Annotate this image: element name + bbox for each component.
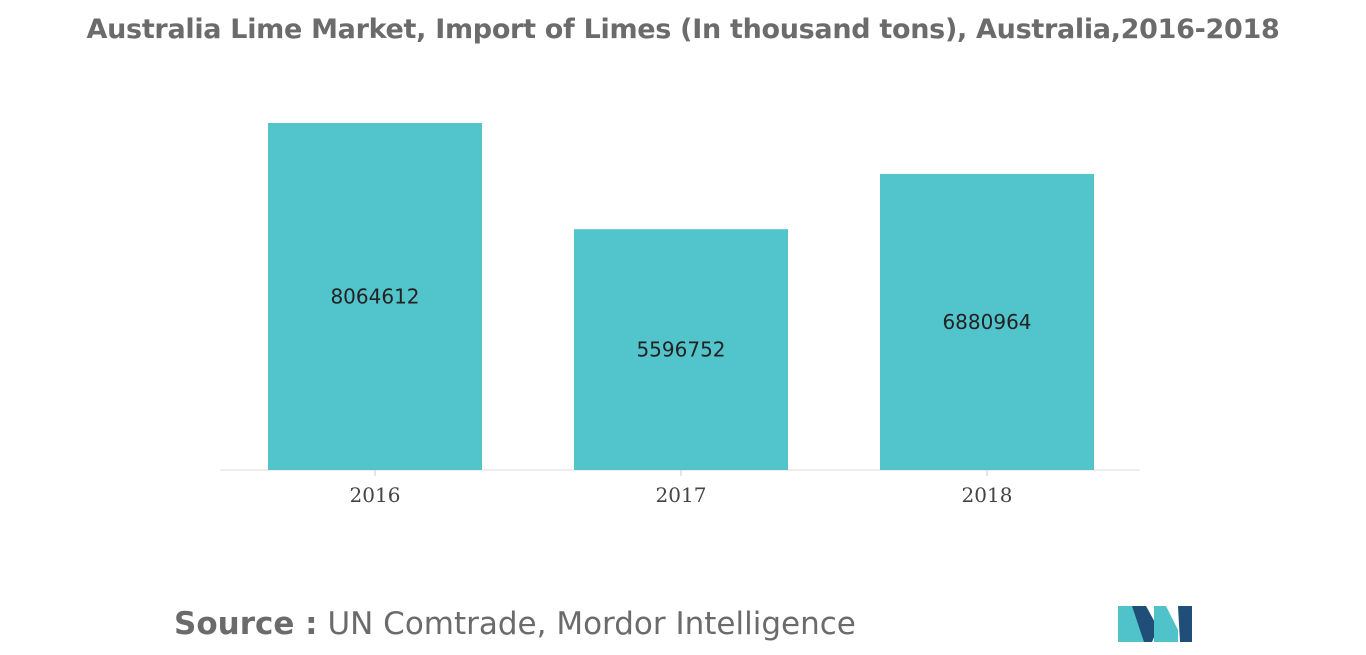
source-text: UN Comtrade, Mordor Intelligence [327, 606, 856, 642]
bar-value-label-2016: 8064612 [330, 285, 419, 309]
source-line: Source : UN Comtrade, Mordor Intelligenc… [174, 606, 856, 642]
x-tick-label-2018: 2018 [962, 483, 1013, 507]
bar-2016 [268, 123, 482, 470]
source-label: Source : [174, 606, 318, 642]
bar-value-label-2018: 6880964 [942, 310, 1031, 334]
bar-2018 [880, 173, 1094, 471]
mordor-intelligence-logo-icon [1118, 606, 1192, 642]
bar-chart: 2016 2017 2018 8064612 5596752 6880964 [220, 123, 1140, 507]
x-tick-label-2016: 2016 [350, 483, 401, 507]
chart-title: Australia Lime Market, Import of Limes (… [86, 14, 1280, 45]
bar-value-label-2017: 5596752 [636, 338, 725, 362]
x-tick-label-2017: 2017 [656, 483, 707, 507]
bar-2017 [574, 229, 788, 470]
